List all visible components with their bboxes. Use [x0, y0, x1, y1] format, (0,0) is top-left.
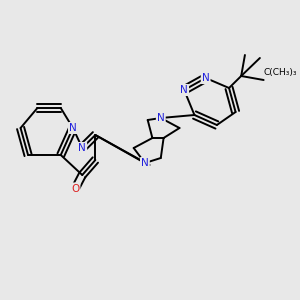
- Text: C(CH₃)₃: C(CH₃)₃: [264, 68, 297, 76]
- Text: N: N: [157, 113, 165, 123]
- Text: N: N: [141, 158, 149, 168]
- Text: N: N: [202, 73, 209, 83]
- Text: N: N: [69, 123, 77, 133]
- Text: N: N: [78, 143, 86, 153]
- Text: N: N: [180, 85, 188, 95]
- Text: O: O: [71, 184, 80, 194]
